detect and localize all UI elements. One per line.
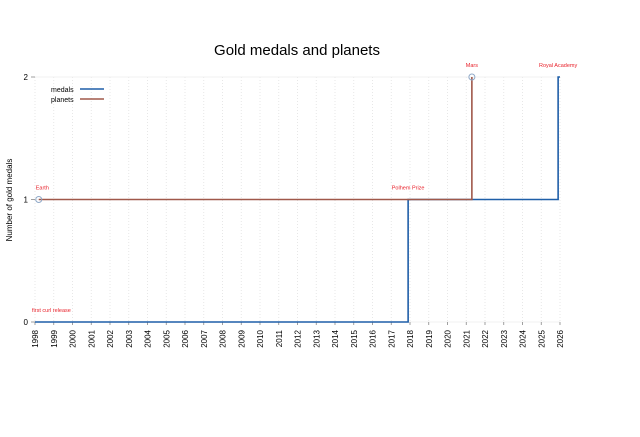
x-tick-label: 2002	[106, 329, 115, 347]
x-tick-label: 2025	[537, 329, 546, 347]
annotations-layer: first curl release Earth Polhem Prize Mars R…	[32, 63, 577, 314]
x-tick-label: 2007	[200, 329, 209, 347]
x-tick-label: 2011	[275, 329, 284, 347]
chart-title: Gold medals and planets	[214, 42, 380, 59]
annotation-label: first curl release	[32, 308, 71, 314]
x-tick-label: 2018	[406, 329, 415, 347]
x-tick-label: 2023	[500, 329, 509, 347]
x-tick-label: 2001	[87, 329, 96, 347]
x-tick-label: 2005	[162, 329, 171, 347]
x-tick-label: 2022	[481, 329, 490, 347]
x-tick-label: 2020	[444, 329, 453, 347]
annotation-label: Polhem Prize	[392, 186, 425, 192]
x-tick-label: 1998	[31, 329, 40, 347]
x-tick-label: 2024	[519, 329, 528, 347]
x-tick-label: 2006	[181, 329, 190, 347]
x-tick-label: 1999	[50, 329, 59, 347]
y-tick-label: 1	[24, 196, 29, 205]
y-tick-label: 2	[24, 73, 29, 82]
data-point-marker	[468, 73, 476, 81]
series-line-medals	[35, 76, 560, 323]
series-layer	[35, 76, 560, 323]
legend-label-medals: medals	[51, 87, 74, 94]
x-tick-label: 2021	[462, 329, 471, 347]
legend: medals planets	[51, 87, 104, 104]
x-tick-label: 2017	[387, 329, 396, 347]
x-tick-label: 2000	[69, 329, 78, 347]
x-tick-label: 2014	[331, 329, 340, 347]
y-tick-label: 0	[24, 318, 29, 327]
data-point-marker	[35, 196, 43, 203]
x-tick-label: 2003	[125, 329, 134, 347]
x-tick-label: 2019	[425, 329, 434, 347]
x-tick-label: 2004	[144, 329, 153, 347]
annotation-label: Mars	[466, 63, 478, 69]
x-tick-label: 2009	[237, 329, 246, 347]
x-tick-label: 2013	[312, 329, 321, 347]
x-tick-label: 2015	[350, 329, 359, 347]
x-tick-label: 2012	[294, 329, 303, 347]
x-tick-label: 2016	[369, 329, 378, 347]
y-axis-label: Number of gold medals	[5, 159, 14, 242]
x-tick-label: 2026	[556, 329, 565, 347]
annotation-label: Royal Academy	[539, 63, 577, 69]
x-tick-label: 2008	[219, 329, 228, 347]
axes: 1998 1999 2000 2001 2002 2003 2004 2005 2006 2007…	[24, 73, 565, 348]
legend-label-planets: planets	[51, 97, 74, 104]
series-line-planets	[38, 77, 473, 201]
markers-layer	[35, 73, 476, 203]
annotation-label: Earth	[36, 186, 49, 192]
x-tick-label: 2010	[256, 329, 265, 347]
